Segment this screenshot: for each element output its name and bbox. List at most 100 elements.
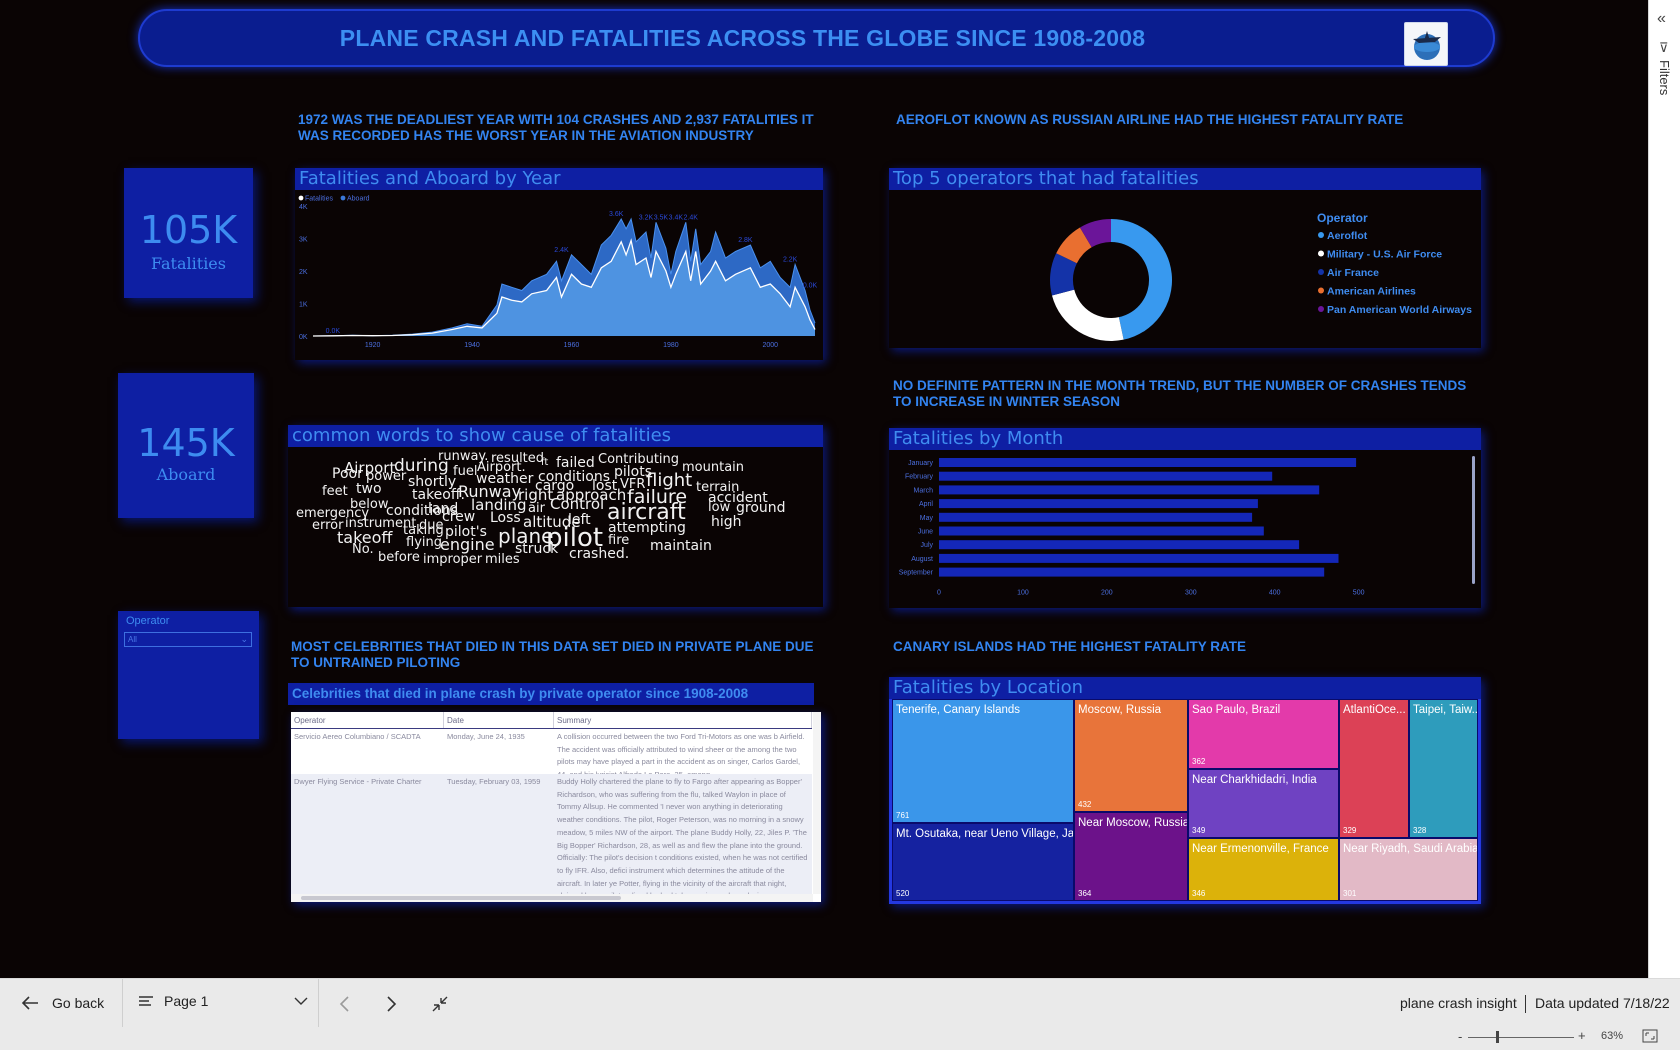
legend-label: Air France — [1327, 267, 1379, 279]
word-cloud-title: common words to show cause of fatalities — [288, 425, 823, 447]
fit-window-icon[interactable] — [1642, 1029, 1658, 1043]
x-tick-label: 500 — [1353, 589, 1365, 596]
treemap-cell[interactable]: Taipei, Taiw... 328 — [1409, 699, 1478, 838]
treemap-cell-label: AtlantiOce... — [1343, 704, 1406, 716]
word-cloud-word: fuel — [453, 464, 478, 479]
month-chart-title: Fatalities by Month — [889, 428, 1481, 450]
zoom-out-button[interactable]: - — [1458, 1029, 1463, 1044]
page-selector[interactable]: Page 1 — [138, 993, 308, 1009]
zoom-in-button[interactable]: + — [1578, 1028, 1586, 1043]
treemap-cell[interactable]: Mt. Osutaka, near Ueno Village, Ja... 520 — [892, 823, 1074, 901]
treemap-cell-value: 362 — [1192, 757, 1206, 766]
legend-marker — [298, 195, 304, 201]
table-header-date[interactable]: Date — [444, 712, 554, 728]
arrow-left-icon — [21, 996, 38, 1010]
treemap-cell-label: Near Riyadh, Saudi Arabia — [1343, 843, 1478, 855]
word-cloud-word: pilot's — [445, 524, 487, 540]
word-cloud-word: struck — [515, 541, 559, 557]
data-label: 0.0K — [803, 283, 818, 290]
word-cloud-word: takeoff. — [412, 487, 465, 503]
kpi-aboard-card: 145K Aboard — [118, 373, 254, 518]
word-cloud-word: terrain — [696, 480, 740, 495]
operators-donut-chart[interactable]: Top 5 operators that had fatalities Oper… — [889, 168, 1481, 348]
word-cloud-word: Airport — [344, 459, 396, 477]
report-name: plane crash insight — [1400, 995, 1517, 1011]
word-cloud-word: air — [528, 501, 545, 516]
filters-label[interactable]: Filters — [1657, 60, 1672, 96]
page-label: Page 1 — [164, 993, 209, 1009]
treemap-cell-label: Near Ermenonville, France — [1192, 843, 1329, 855]
word-cloud-word: pilot — [546, 523, 604, 553]
treemap-cell[interactable]: Sao Paulo, Brazil 362 — [1188, 699, 1339, 769]
data-label: 2.8K — [738, 237, 753, 244]
go-back-button[interactable]: Go back — [20, 993, 104, 1013]
word-cloud-word: resulted — [491, 451, 545, 466]
word-cloud-word: failure — [627, 486, 688, 508]
treemap-cell-label: Mt. Osutaka, near Ueno Village, Ja... — [896, 828, 1074, 840]
month-bar — [939, 553, 1339, 563]
table-vertical-scrollbar[interactable] — [813, 712, 821, 894]
row-date: Tuesday, February 03, 1959 — [447, 777, 541, 786]
legend-marker — [1318, 269, 1324, 275]
month-scrollbar[interactable] — [1472, 456, 1475, 584]
treemap-cell-value: 328 — [1413, 826, 1427, 835]
word-cloud-word: low — [708, 500, 731, 515]
table-horizontal-scrollbar[interactable] — [291, 894, 813, 902]
word-cloud-word: failed — [556, 455, 595, 471]
word-cloud-word: lost — [592, 478, 618, 494]
row-date: Monday, June 24, 1935 — [447, 732, 525, 741]
report-title: PLANE CRASH AND FATALITIES ACROSS THE GL… — [339, 25, 1146, 51]
y-tick-label: 2K — [299, 269, 308, 276]
donut-slice — [1111, 219, 1173, 340]
operator-dropdown[interactable]: All ⌄ — [124, 632, 252, 647]
treemap-cell[interactable]: AtlantiOce... 329 — [1339, 699, 1409, 838]
word-cloud-word: crew — [442, 509, 476, 525]
table-row[interactable]: Servicio Aereo Columbiano / SCADTA Monda… — [291, 729, 812, 774]
treemap-cell-label: Moscow, Russia — [1078, 704, 1162, 716]
insight-canary-islands: CANARY ISLANDS HAD THE HIGHEST FATALITY … — [893, 639, 1247, 654]
word-cloud-word: high — [711, 514, 742, 530]
table-header-operator[interactable]: Operator — [291, 712, 444, 728]
month-label: September — [899, 570, 934, 577]
previous-page-icon[interactable] — [338, 995, 350, 1013]
celebs-table[interactable]: Operator Date Summary Servicio Aereo Col… — [291, 712, 821, 902]
word-cloud-word: left — [568, 512, 591, 528]
go-back-label: Go back — [52, 995, 105, 1011]
month-label: January — [908, 460, 933, 467]
word-cloud-word: ground — [736, 500, 786, 516]
treemap-cell[interactable]: Moscow, Russia 432 — [1074, 699, 1188, 812]
operator-slicer: Operator All ⌄ — [118, 611, 259, 739]
filters-pane[interactable]: « ⊽ Filters — [1648, 0, 1680, 978]
year-area-chart[interactable]: Fatalities and Aboard by Year Fatalities… — [295, 168, 823, 360]
treemap-cell-value: 432 — [1078, 800, 1092, 809]
fit-to-page-icon[interactable] — [430, 994, 450, 1014]
collapse-pane-icon[interactable]: « — [1657, 10, 1666, 27]
location-treemap[interactable]: Fatalities by Location Tenerife, Canary … — [889, 677, 1481, 904]
row-summary: A collision occurred between the two For… — [557, 732, 805, 774]
month-bar-chart[interactable]: Fatalities by Month January February March… — [889, 428, 1481, 608]
data-label: 3.4K — [669, 214, 684, 221]
x-tick-label: 1940 — [464, 342, 480, 349]
y-tick-label: 1K — [299, 302, 308, 309]
word-cloud-word: taking — [403, 523, 444, 538]
operators-chart-title: Top 5 operators that had fatalities — [889, 168, 1481, 190]
treemap-cell[interactable]: Near Charkhidadri, India 349 — [1188, 769, 1339, 838]
treemap-cell[interactable]: Near Moscow, Russia 364 — [1074, 812, 1188, 901]
word-cloud-word: emergency — [296, 506, 370, 521]
treemap-cell-value: 301 — [1343, 889, 1357, 898]
next-page-icon[interactable] — [386, 995, 398, 1013]
word-cloud-word: power — [366, 469, 407, 484]
treemap-cell-value: 346 — [1192, 889, 1206, 898]
slicer-title: Operator — [126, 615, 170, 627]
row-operator: Servicio Aereo Columbiano / SCADTA — [294, 732, 421, 741]
treemap-cell[interactable]: Near Riyadh, Saudi Arabia 301 — [1339, 838, 1478, 901]
treemap-cell[interactable]: Near Ermenonville, France 346 — [1188, 838, 1339, 901]
zoom-slider[interactable] — [1468, 1037, 1574, 1038]
zoom-slider-handle[interactable] — [1496, 1031, 1499, 1043]
treemap-cell[interactable]: Tenerife, Canary Islands 761 — [892, 699, 1074, 823]
month-label: August — [911, 556, 933, 563]
x-tick-label: 400 — [1269, 589, 1281, 596]
table-row[interactable]: Dwyer Flying Service - Private Charter T… — [291, 774, 812, 894]
table-header-summary[interactable]: Summary — [554, 712, 812, 728]
word-cloud[interactable]: common words to show cause of fatalities… — [288, 425, 823, 607]
